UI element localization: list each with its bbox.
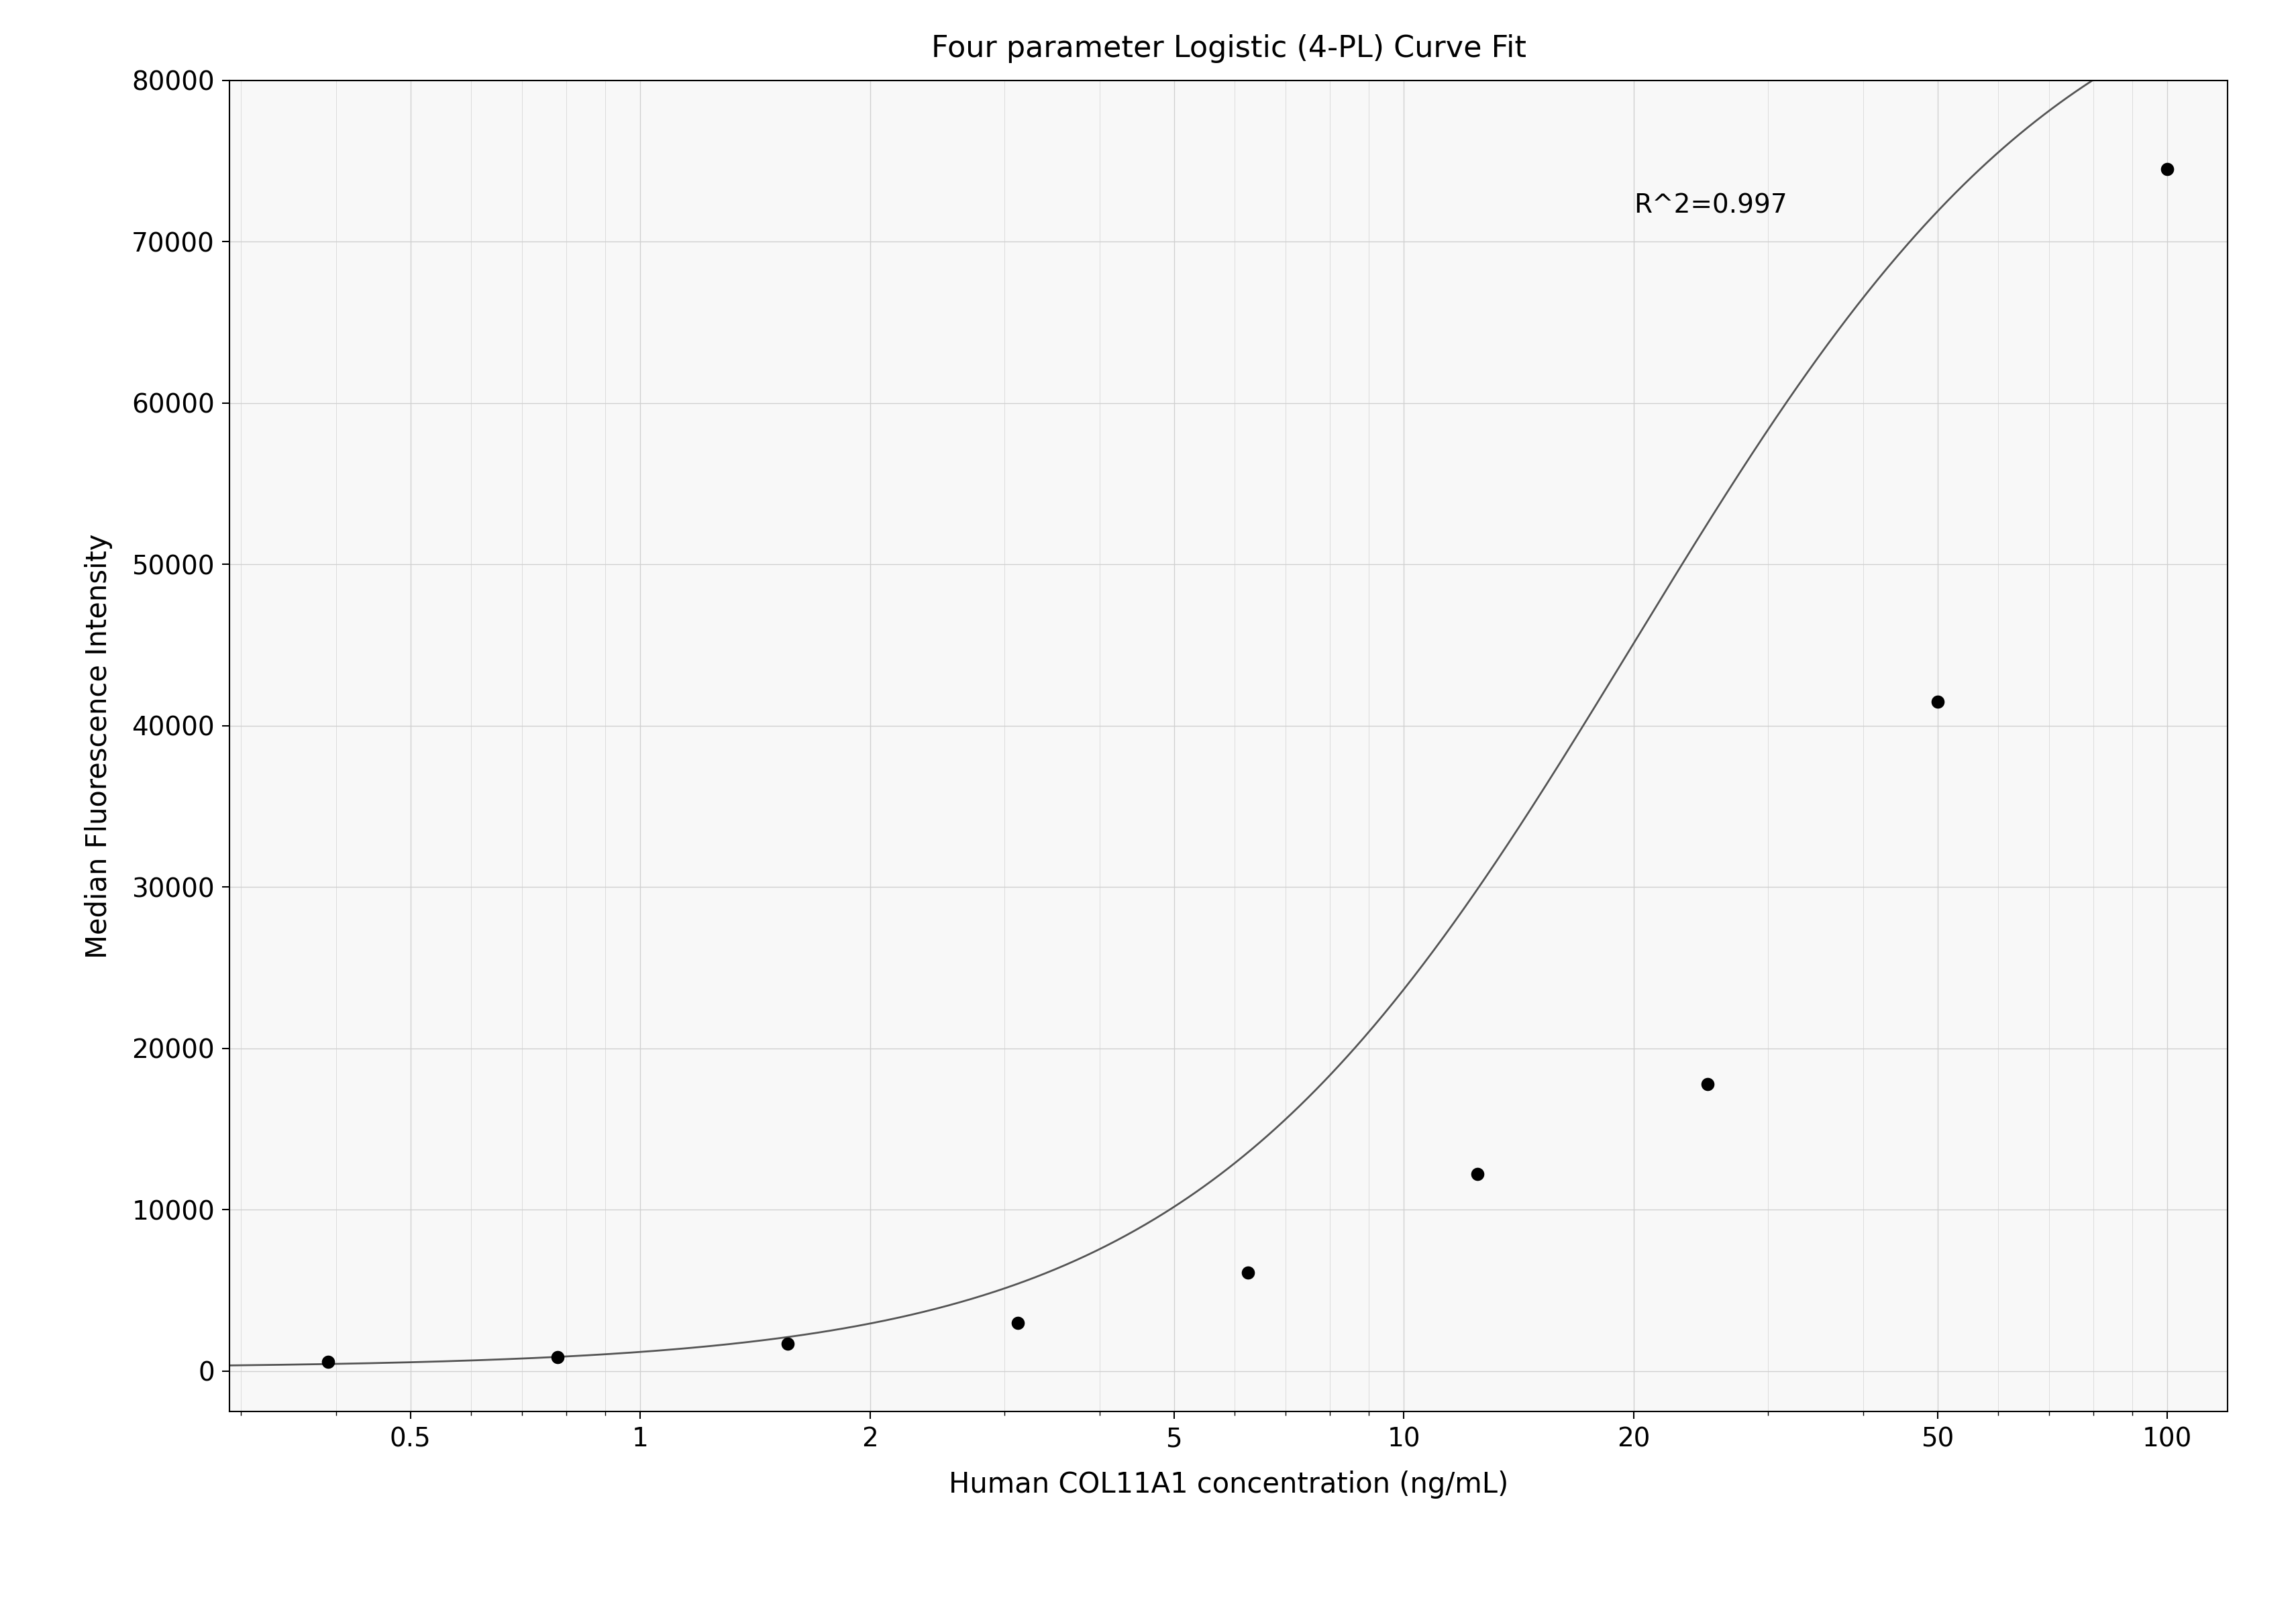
Point (2149, 156, 2186, 181)
Point (769, 1331, 806, 1357)
Title: Four parameter Logistic (4-PL) Curve Fit: Four parameter Logistic (4-PL) Curve Fit (930, 34, 1527, 63)
Point (1690, 1071, 1727, 1097)
Point (310, 1349, 347, 1375)
Text: R^2=0.997: R^2=0.997 (1632, 192, 1786, 218)
Point (1228, 1259, 1265, 1285)
Point (1458, 1161, 1495, 1187)
Point (999, 1310, 1035, 1336)
Y-axis label: Median Fluorescence Intensity: Median Fluorescence Intensity (85, 534, 113, 958)
Point (1919, 688, 1956, 714)
X-axis label: Human COL11A1 concentration (ng/mL): Human COL11A1 concentration (ng/mL) (948, 1471, 1508, 1498)
Point (540, 1344, 576, 1370)
